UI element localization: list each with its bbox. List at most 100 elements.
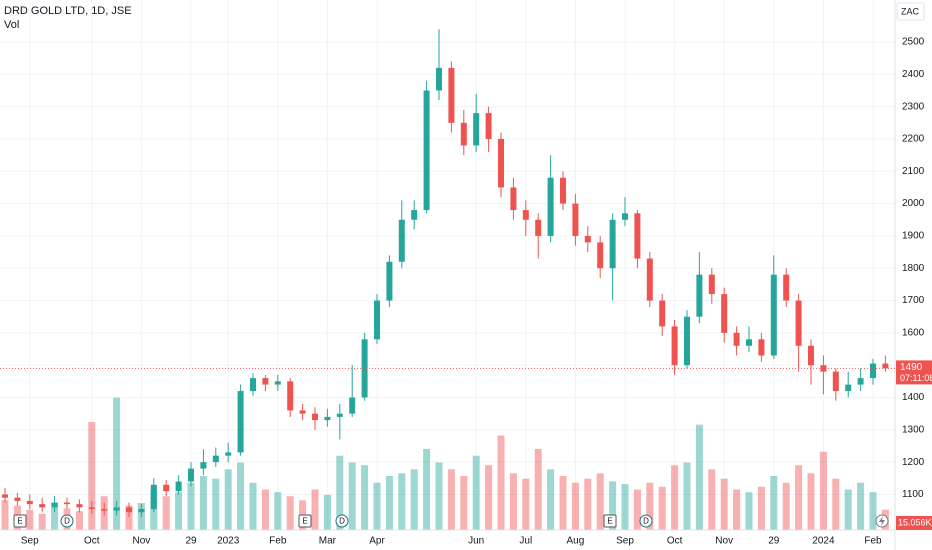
candle-body xyxy=(336,413,343,417)
volume-bar xyxy=(187,482,195,530)
volume-bar xyxy=(38,513,46,530)
volume-bar xyxy=(460,476,468,530)
volume-bar xyxy=(212,478,220,530)
candle-body xyxy=(411,210,418,220)
volume-bar xyxy=(559,476,567,530)
event-label: E xyxy=(607,517,612,526)
volume-bar xyxy=(423,449,431,530)
y-tick-label: 1600 xyxy=(902,328,925,339)
x-tick-label: Feb xyxy=(269,536,287,547)
candle-body xyxy=(14,497,21,501)
volume-bar xyxy=(26,509,34,530)
candle-body xyxy=(88,507,95,509)
volume-bar xyxy=(534,449,542,530)
candle-body xyxy=(76,504,83,508)
event-marker[interactable] xyxy=(639,514,653,528)
x-tick-label: Aug xyxy=(567,536,585,547)
y-tick-label: 1900 xyxy=(902,231,925,242)
volume-bar xyxy=(522,478,530,530)
candle-body xyxy=(361,339,368,398)
volume-bar xyxy=(497,435,505,530)
volume-bar xyxy=(336,455,344,530)
volume-bar xyxy=(596,473,604,530)
candle-body xyxy=(808,345,814,366)
last-price-label: 1490 xyxy=(900,362,923,373)
event-label: D xyxy=(64,517,70,526)
candle-body xyxy=(312,413,318,421)
candle-body xyxy=(324,416,331,421)
candle-body xyxy=(386,261,393,301)
grid xyxy=(0,0,895,530)
candle-body xyxy=(795,300,802,346)
candle-body xyxy=(820,365,827,372)
volume-bar xyxy=(373,482,381,530)
candle-body xyxy=(188,468,194,482)
event-marker[interactable] xyxy=(60,514,74,528)
volume-bar xyxy=(249,482,257,530)
volume-bar xyxy=(361,465,369,530)
event-marker[interactable] xyxy=(298,514,312,528)
x-tick-label: 29 xyxy=(185,536,197,547)
candle-body xyxy=(597,242,604,269)
volume-bar xyxy=(770,476,778,530)
volume-bar xyxy=(348,462,356,530)
candle-body xyxy=(51,502,58,508)
volume-bar xyxy=(485,465,493,530)
candle-body xyxy=(634,213,641,259)
volume-bar xyxy=(782,482,790,530)
x-tick-label: Nov xyxy=(715,536,733,547)
candle-body xyxy=(101,508,108,511)
volume-bar xyxy=(547,469,555,530)
volume-bar xyxy=(857,482,865,530)
event-label: D xyxy=(643,517,649,526)
candle-body xyxy=(646,258,653,301)
event-marker[interactable] xyxy=(603,514,617,528)
candle-body xyxy=(498,138,504,188)
volume-bar xyxy=(125,505,133,530)
event-marker[interactable] xyxy=(13,514,27,528)
volume-bar xyxy=(646,482,654,530)
volume-bar xyxy=(757,486,765,530)
volume-bar xyxy=(695,424,703,530)
candle-body xyxy=(64,502,70,505)
currency-box[interactable] xyxy=(896,2,925,21)
x-tick-label: Jun xyxy=(468,536,484,547)
candle-body xyxy=(113,507,120,511)
event-label: E xyxy=(17,517,22,526)
volume-bar xyxy=(584,478,592,530)
candle-body xyxy=(547,177,554,236)
y-tick-label: 2100 xyxy=(902,166,925,177)
x-tick-label: Apr xyxy=(369,536,385,547)
candle-body xyxy=(2,494,8,498)
candle-body xyxy=(448,67,455,123)
currency[interactable]: ZAC xyxy=(901,6,920,16)
candle-body xyxy=(349,397,356,414)
volume-bar xyxy=(1,500,9,530)
volume-bar xyxy=(237,462,245,530)
y-tick-label: 1800 xyxy=(902,263,925,274)
volume-bar xyxy=(398,473,406,530)
event-marker[interactable] xyxy=(335,514,349,528)
candle-body xyxy=(485,113,492,139)
volume-bar xyxy=(274,492,282,530)
candle-body xyxy=(708,274,715,295)
candle-body xyxy=(684,316,690,366)
volume-bar xyxy=(51,503,59,530)
candle-body xyxy=(783,274,790,301)
y-tick-label: 2000 xyxy=(902,198,925,209)
x-tick-label: 2023 xyxy=(217,536,240,547)
candle-body xyxy=(473,113,480,146)
x-tick-label: Mar xyxy=(319,536,337,547)
volume-bar xyxy=(671,465,679,530)
candle-body xyxy=(423,90,430,211)
candle-body xyxy=(287,381,294,411)
volume-bar xyxy=(435,462,443,530)
candle-body xyxy=(659,300,666,327)
volume-bar xyxy=(832,478,840,530)
volume-bar xyxy=(571,482,579,530)
candle-body xyxy=(374,300,380,340)
candle-body xyxy=(237,391,244,453)
volume-bar xyxy=(609,481,617,530)
x-tick-label: Feb xyxy=(864,536,882,547)
